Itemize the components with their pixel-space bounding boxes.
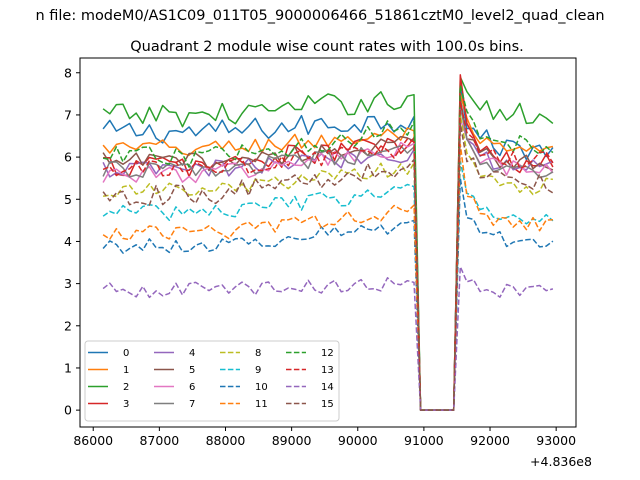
legend-label-13: 13 <box>321 365 334 376</box>
legend-label-9: 9 <box>255 365 261 376</box>
legend-label-5: 5 <box>189 365 195 376</box>
series-line-15 <box>102 122 554 411</box>
legend-label-10: 10 <box>255 382 268 393</box>
legend-label-0: 0 <box>123 348 129 359</box>
legend-frame <box>84 340 340 422</box>
legend-label-7: 7 <box>189 399 195 410</box>
chart-title: Quadrant 2 module wise count rates with … <box>130 39 524 55</box>
series-line-9 <box>102 160 554 411</box>
legend-label-6: 6 <box>189 382 195 393</box>
y-tick-label: 1 <box>64 360 72 375</box>
y-tick-label: 6 <box>64 150 72 165</box>
y-tick-label: 4 <box>64 234 72 249</box>
series-line-11 <box>102 143 553 411</box>
x-offset-label: +4.836e8 <box>530 454 592 469</box>
legend-label-12: 12 <box>321 348 334 359</box>
series-line-4 <box>102 101 554 411</box>
x-tick-label: 88000 <box>206 433 246 448</box>
legend-label-1: 1 <box>123 365 129 376</box>
x-tick-label: 87000 <box>139 433 179 448</box>
x-tick-label: 89000 <box>272 433 312 448</box>
figure-suptitle: n file: modeM0/AS1C09_011T05_9000006466_… <box>35 8 604 24</box>
legend-label-3: 3 <box>123 399 129 410</box>
legend-label-8: 8 <box>255 348 261 359</box>
legend-label-15: 15 <box>321 399 334 410</box>
x-tick-label: 92000 <box>470 433 510 448</box>
x-tick-label: 86000 <box>73 433 113 448</box>
series-layer <box>102 74 554 411</box>
y-tick-label: 2 <box>64 318 72 333</box>
y-tick-label: 5 <box>64 192 72 207</box>
y-tick-label: 3 <box>64 276 72 291</box>
series-line-2 <box>102 76 554 411</box>
legend-label-14: 14 <box>321 382 334 393</box>
legend-label-2: 2 <box>123 382 129 393</box>
ticks-layer: 86000 87000 88000 89000 90000 91000 92000 93000… <box>64 65 576 448</box>
series-line-14 <box>102 265 554 411</box>
legend-label-11: 11 <box>255 399 268 410</box>
x-tick-label: 90000 <box>338 433 378 448</box>
x-tick-label: 93000 <box>536 433 576 448</box>
series-line-10 <box>102 177 554 411</box>
plot-frame <box>79 57 577 428</box>
legend-label-4: 4 <box>189 348 195 359</box>
series-line-13 <box>102 101 554 411</box>
y-tick-label: 7 <box>64 107 72 122</box>
y-tick-label: 0 <box>64 403 72 418</box>
x-tick-label: 91000 <box>404 433 444 448</box>
y-tick-label: 8 <box>64 65 72 80</box>
